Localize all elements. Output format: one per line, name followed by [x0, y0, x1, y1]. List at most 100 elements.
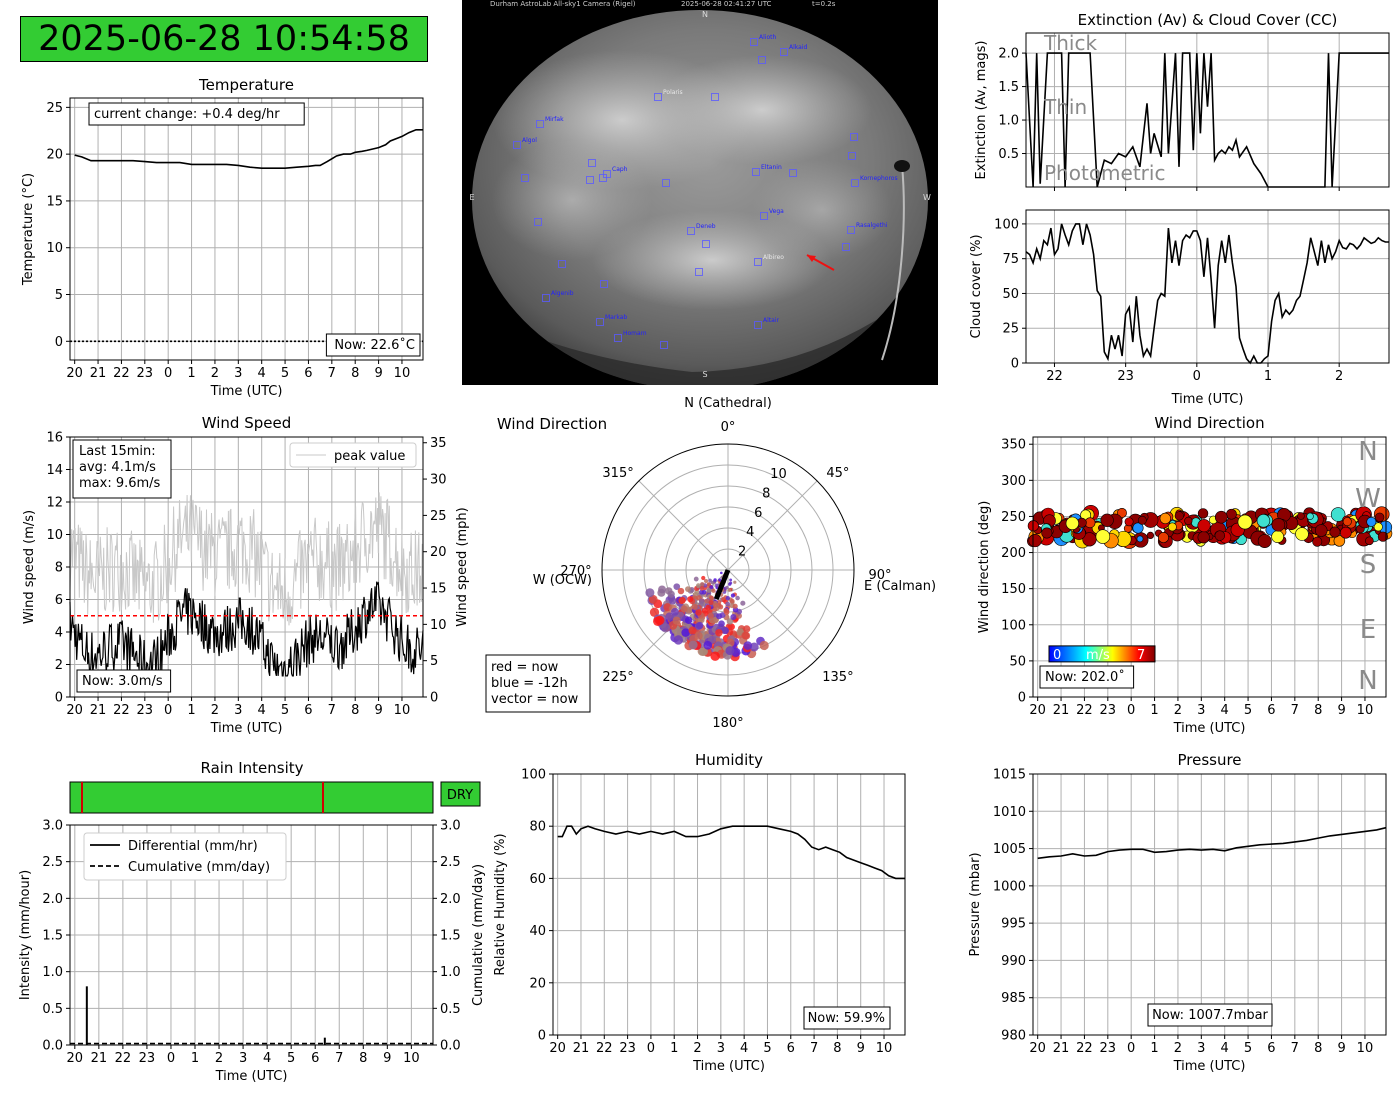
x-tick-label: 20 [1029, 1041, 1046, 1056]
y-tick-label-right: 0 [430, 691, 438, 706]
y-tick-label: 2.0 [998, 47, 1019, 62]
wind-direction-point [1366, 516, 1377, 527]
polar-point [696, 621, 704, 630]
wind-direction-point [1159, 512, 1171, 525]
plot-frame [1032, 773, 1387, 1036]
star-label: Eltanin [761, 164, 782, 171]
polar-point [660, 623, 671, 633]
cloud-cover-line [1025, 223, 1389, 365]
polar-point [672, 616, 681, 625]
polar-point [693, 576, 699, 582]
wind-direction-point [1197, 519, 1211, 533]
x-axis-label: Time (UTC) [1173, 721, 1246, 736]
polar-point [704, 598, 710, 604]
polar-angle-label: 225° [602, 670, 633, 685]
polar-point [742, 631, 751, 640]
wind-direction-point [1295, 527, 1309, 541]
star-label: Algenib [551, 290, 574, 297]
polar-spoke [727, 480, 818, 571]
polar-point [673, 635, 684, 645]
y-tick-label: 300 [1001, 474, 1026, 489]
polar-point [740, 600, 746, 606]
x-tick-label: 23 [137, 366, 154, 381]
wind-colorbar [1048, 645, 1156, 663]
y-tick-label: 25 [1002, 322, 1019, 337]
star-label: Kornephoros [860, 175, 898, 182]
polar-point [713, 602, 719, 608]
y-tick-label: 80 [529, 820, 546, 835]
y-tick-label: 2.0 [42, 892, 63, 907]
y-tick-label: 2 [55, 658, 63, 673]
x-tick-label: 4 [740, 1041, 748, 1056]
y-axis-label: Pressure (mbar) [968, 852, 983, 956]
chart-title: Extinction (Av) & Cloud Cover (CC) [1078, 11, 1338, 29]
y-tick-label-right: 20 [430, 545, 447, 560]
x-tick-label: 1 [187, 366, 195, 381]
cloud-cover-chart: 22 23 0 1 2 0 25 50 75 100 Time (UTC) Cloud cover (… [969, 209, 1390, 407]
legend-label: Cumulative (mm/day) [128, 860, 270, 875]
wind-stats-line: Last 15min: [79, 444, 156, 459]
polar-point [733, 580, 737, 584]
x-tick-label: 6 [1267, 1041, 1275, 1056]
polar-point [723, 609, 730, 615]
x-tick-label: 4 [1221, 1041, 1229, 1056]
x-tick-label: 8 [351, 703, 359, 718]
y-tick-label-right: 5 [430, 654, 438, 669]
x-tick-label: 5 [281, 366, 289, 381]
temperature-now-label-frame [325, 333, 421, 357]
polar-point [695, 609, 702, 616]
wind-stats-frame [72, 439, 172, 499]
polar-point [727, 588, 732, 592]
allsky-camera-image: Alioth Alkaid Mirfak Algol Polaris Caph Eltani… [462, 0, 938, 385]
y-tick-label: 40 [529, 924, 546, 939]
wind-direction-point [1339, 526, 1352, 539]
temperature-change-label-frame [88, 102, 305, 126]
x-tick-label: 10 [394, 703, 411, 718]
star-marker [754, 258, 762, 266]
wind-direction-point [1314, 524, 1328, 537]
x-tick-label: 10 [1357, 1041, 1374, 1056]
y-tick-label-right: 2.5 [440, 855, 461, 870]
x-tick-label: 22 [1076, 703, 1093, 718]
x-tick-label: 22 [113, 366, 130, 381]
x-tick-label: 21 [91, 1051, 108, 1066]
wind-direction-point [1271, 530, 1284, 543]
polar-point [709, 585, 714, 590]
allsky-compass-w: W [923, 193, 931, 202]
x-tick-label: 20 [66, 366, 83, 381]
chart-title: Humidity [695, 751, 763, 769]
polar-angle-label: 270° [560, 564, 591, 579]
wind-direction-point [1329, 526, 1341, 538]
y-axis-label: Wind direction (deg) [977, 501, 992, 634]
star-marker [695, 268, 703, 276]
y-tick-label: 1015 [993, 768, 1026, 783]
polar-point [730, 614, 737, 621]
chart-title: Wind Direction [1154, 414, 1264, 432]
x-tick-label: 7 [1291, 1041, 1299, 1056]
wind-now-vector [713, 569, 731, 601]
polar-point [711, 588, 716, 593]
y-tick-label-right: 35 [430, 436, 447, 451]
polar-angle-label: 45° [826, 466, 849, 481]
y-tick-label: 5 [55, 288, 63, 303]
x-tick-label: 10 [403, 1051, 420, 1066]
polar-point [715, 629, 723, 637]
polar-point [665, 612, 674, 621]
star-marker [588, 159, 596, 167]
wind-direction-point [1365, 536, 1374, 546]
x-tick-label: 5 [281, 703, 289, 718]
polar-angle-label: 180° [712, 716, 743, 731]
star-label: Algol [522, 137, 537, 144]
chart-title: Pressure [1177, 751, 1241, 769]
x-tick-label: 21 [1053, 703, 1070, 718]
star-marker [521, 174, 529, 182]
plot-background [70, 98, 423, 360]
x-tick-label: 3 [234, 366, 242, 381]
y-tick-label: 0.5 [42, 1002, 63, 1017]
polar-point [759, 640, 769, 651]
polar-point [698, 646, 708, 657]
x-tick-label: 23 [1100, 703, 1117, 718]
legend: peak value [289, 442, 417, 468]
legend-frame [289, 442, 417, 468]
y-axis-label: Relative Humidity (%) [493, 833, 508, 975]
